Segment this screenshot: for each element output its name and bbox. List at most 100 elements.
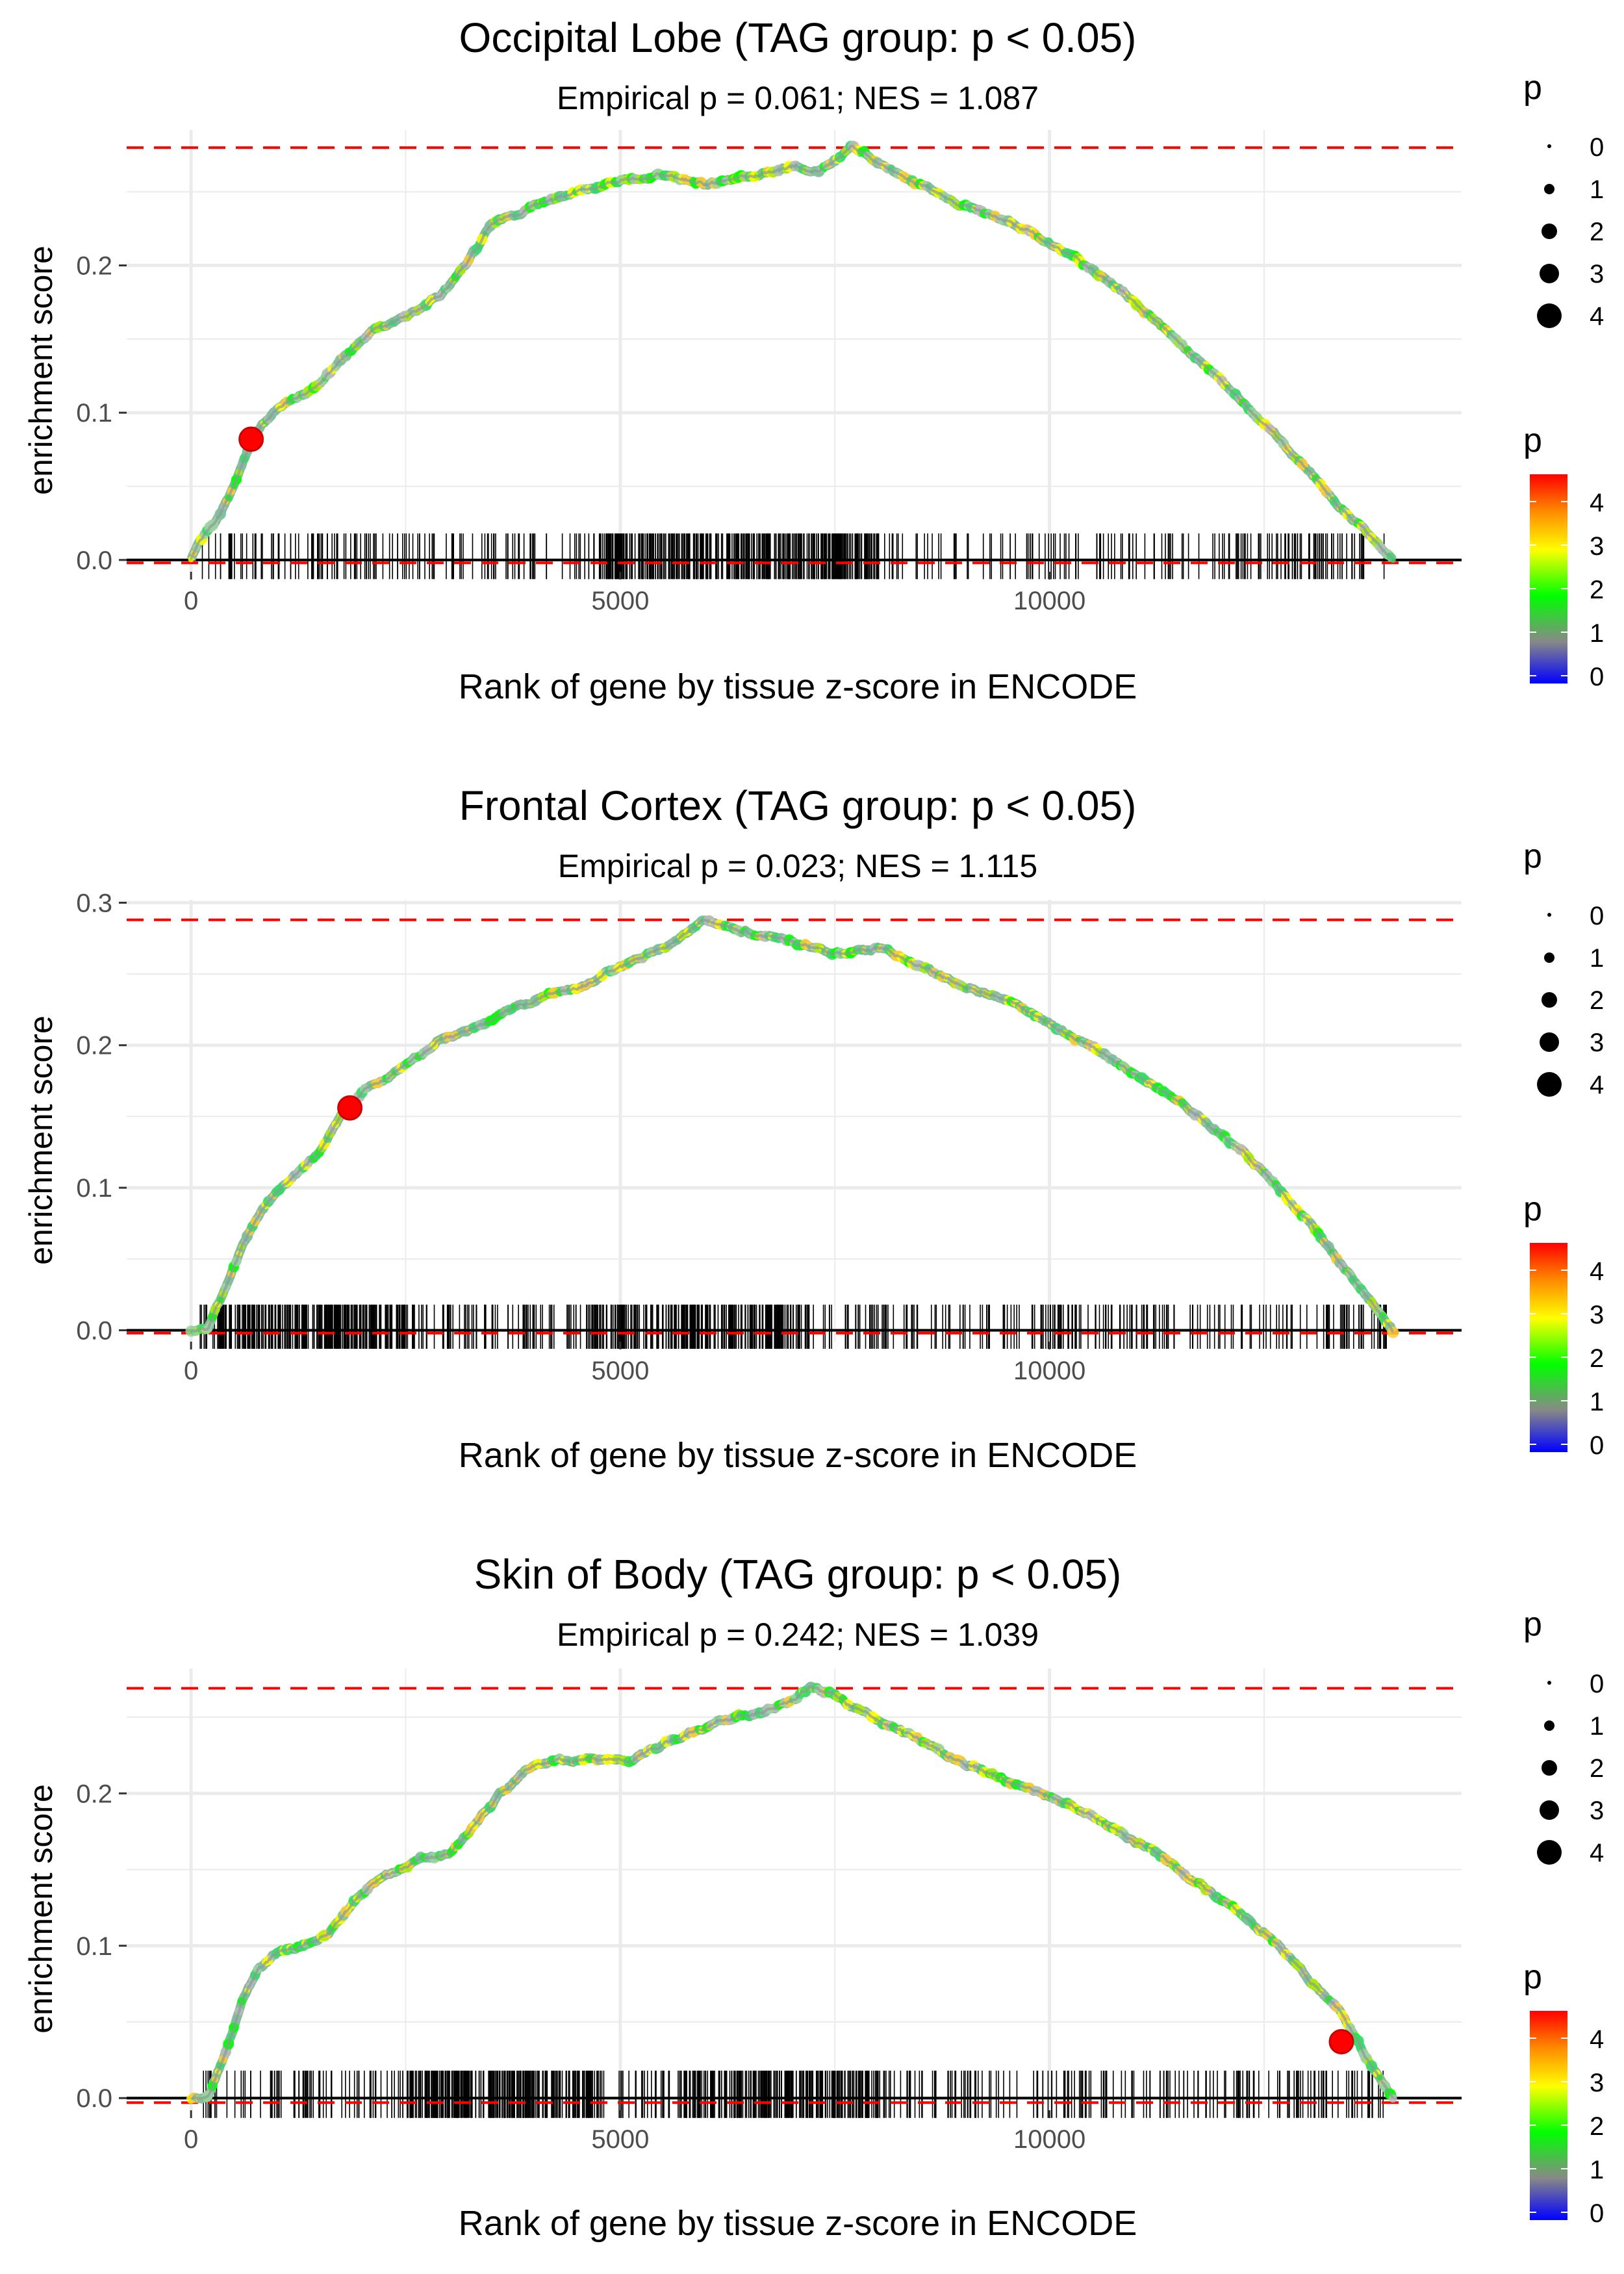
chart-panel-1: Occipital Lobe (TAG group: p < 0.05) Emp…	[23, 14, 1604, 706]
legend-size-dot-0	[1547, 913, 1551, 917]
legend-size-label: 1	[1590, 1712, 1604, 1741]
legend-colorbar	[1530, 1243, 1567, 1452]
legend-size-label: 0	[1590, 1670, 1604, 1698]
legend-size-dot-4	[1537, 1840, 1562, 1865]
gene-rank-ticks	[201, 533, 1385, 580]
es-curve-core	[190, 144, 1394, 561]
legend-size-label: 4	[1590, 302, 1604, 331]
x-tick-label: 5000	[591, 1357, 649, 1385]
legend-colorbar	[1530, 474, 1567, 683]
x-tick-label: 0	[184, 587, 198, 615]
legend-color-title: p	[1523, 1958, 1542, 1996]
legend-size-title: p	[1523, 1605, 1542, 1643]
legend-size-label: 0	[1590, 133, 1604, 162]
legend-size-label: 3	[1590, 1028, 1604, 1057]
legend-size: p 0 1 2 3 4	[1523, 837, 1604, 1099]
chart-title: Occipital Lobe (TAG group: p < 0.05)	[459, 14, 1137, 61]
x-axis: 0 5000 10000	[184, 572, 1085, 615]
legend-size-dot-3	[1540, 1032, 1559, 1052]
y-tick-label: 0.0	[76, 2084, 112, 2113]
highlight-point	[337, 1095, 363, 1121]
chart-subtitle: Empirical p = 0.242; NES = 1.039	[557, 1616, 1039, 1653]
legend-size-label: 2	[1590, 218, 1604, 246]
y-axis-label: enrichment score	[23, 246, 59, 495]
y-tick-label: 0.1	[76, 1174, 112, 1203]
plot-area: 0 5000 10000 0.0 0.1 0.2	[76, 130, 1462, 615]
x-tick-label: 10000	[1013, 2125, 1085, 2154]
y-axis-label: enrichment score	[23, 1784, 59, 2034]
legend-size-label: 1	[1590, 944, 1604, 973]
x-axis-label: Rank of gene by tissue z-score in ENCODE	[459, 667, 1137, 706]
legend-color-label: 3	[1590, 2069, 1604, 2097]
x-axis-label: Rank of gene by tissue z-score in ENCODE	[459, 1436, 1137, 1475]
chart-panel-3: Skin of Body (TAG group: p < 0.05) Empir…	[23, 1551, 1604, 2243]
legend-color-label: 0	[1590, 663, 1604, 691]
x-axis: 0 5000 10000	[184, 1342, 1085, 1385]
legend-color-title: p	[1523, 1190, 1542, 1228]
es-curve	[185, 915, 1399, 1338]
legend-size: p 0 1 2 3 4	[1523, 1605, 1604, 1867]
y-tick-label: 0.2	[76, 1032, 112, 1060]
x-tick-label: 5000	[591, 2125, 649, 2154]
legend-size-label: 4	[1590, 1839, 1604, 1867]
gridlines	[127, 130, 1462, 572]
legend-size-dot-2	[1542, 992, 1557, 1008]
legend-color-label: 2	[1590, 1344, 1604, 1373]
y-axis-label: enrichment score	[23, 1016, 59, 1265]
chart-title: Frontal Cortex (TAG group: p < 0.05)	[459, 782, 1137, 829]
legend-size-dot-1	[1544, 184, 1554, 194]
legend-size: p 0 1 2 3 4	[1523, 69, 1604, 331]
es-curve	[186, 140, 1397, 563]
legend-color-label: 4	[1590, 1257, 1604, 1286]
y-axis: 0.0 0.1 0.2	[76, 252, 127, 575]
legend-color-label: 0	[1590, 2199, 1604, 2228]
chart-panel-2: Frontal Cortex (TAG group: p < 0.05) Emp…	[23, 782, 1604, 1475]
legend-size-dot-2	[1542, 1760, 1557, 1776]
y-tick-label: 0.1	[76, 1932, 112, 1961]
legend-size-label: 3	[1590, 1796, 1604, 1825]
legend-color-label: 1	[1590, 619, 1604, 648]
legend-color-label: 2	[1590, 576, 1604, 604]
legend-size-label: 0	[1590, 902, 1604, 930]
y-tick-label: 0.1	[76, 399, 112, 428]
legend-color: p 4 3 2 1 0	[1523, 1958, 1604, 2228]
chart-title: Skin of Body (TAG group: p < 0.05)	[474, 1551, 1122, 1598]
legend-size-label: 2	[1590, 1754, 1604, 1783]
x-tick-label: 10000	[1013, 587, 1085, 615]
es-curve-core	[190, 1685, 1395, 2101]
legend-size-dot-4	[1537, 303, 1562, 328]
legend-color-label: 3	[1590, 1301, 1604, 1329]
y-axis: 0.0 0.1 0.2 0.3	[76, 889, 127, 1345]
x-tick-label: 0	[184, 1357, 198, 1385]
gridlines	[127, 1668, 1462, 2110]
legend-size-dot-0	[1547, 144, 1551, 148]
y-tick-label: 0.2	[76, 252, 112, 281]
x-tick-label: 0	[184, 2125, 198, 2154]
highlight-point	[1328, 2028, 1354, 2054]
legend-size-dot-2	[1542, 224, 1557, 239]
es-curve-line	[186, 141, 1397, 563]
y-tick-label: 0.0	[76, 546, 112, 575]
highlight-point	[238, 426, 264, 452]
es-point	[1387, 1326, 1399, 1338]
gene-rank-ticks	[199, 1304, 1387, 1349]
legend-color-label: 2	[1590, 2112, 1604, 2141]
legend-color-label: 4	[1590, 489, 1604, 517]
legend-size-label: 3	[1590, 260, 1604, 288]
legend-color-label: 0	[1590, 1431, 1604, 1460]
legend-size-dot-0	[1547, 1681, 1551, 1685]
x-tick-label: 10000	[1013, 1357, 1085, 1385]
x-axis: 0 5000 10000	[184, 2110, 1085, 2154]
legend-color-title: p	[1523, 422, 1542, 459]
es-curve-core	[190, 918, 1395, 1333]
y-axis: 0.0 0.1 0.2	[76, 1780, 127, 2113]
y-tick-label: 0.0	[76, 1316, 112, 1345]
legend-size-label: 2	[1590, 986, 1604, 1015]
plot-area: 0 5000 10000 0.0 0.1 0.2	[76, 1668, 1462, 2154]
y-tick-label: 0.3	[76, 889, 112, 917]
chart-subtitle: Empirical p = 0.061; NES = 1.087	[557, 80, 1039, 116]
legend-size-title: p	[1523, 837, 1542, 875]
y-tick-label: 0.2	[76, 1780, 112, 1808]
legend-colorbar	[1530, 2011, 1567, 2220]
